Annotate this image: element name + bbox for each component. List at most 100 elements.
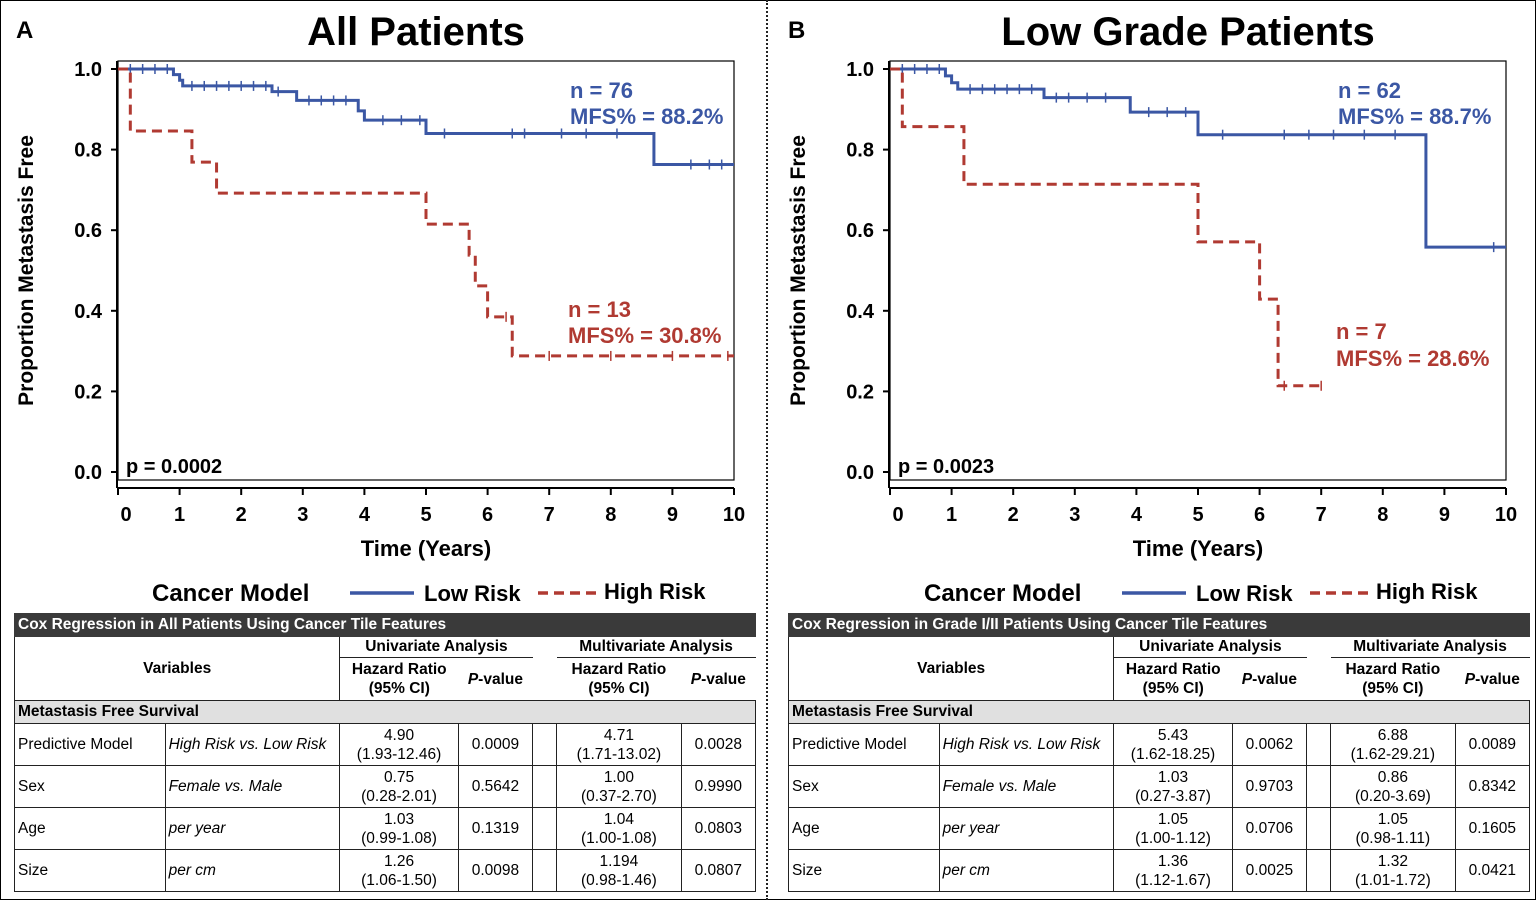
hazard-ratio: 4.71: [603, 726, 634, 744]
confidence-interval: (0.98-1.46): [580, 871, 657, 889]
hazard-ratio: 1.05: [1157, 810, 1189, 828]
uni-hr-cell: 0.75 (0.28-2.01): [339, 765, 459, 808]
hazard-ratio: 5.43: [1157, 726, 1189, 744]
x-tick-label: 6: [482, 504, 493, 526]
table-rows: Predictive Model High Risk vs. Low Risk 4.…: [14, 723, 757, 892]
confidence-interval: (0.28-2.01): [361, 787, 437, 805]
hazard-ratio: 1.05: [1377, 810, 1408, 828]
x-tick-label: 9: [667, 504, 678, 526]
table-row: Age per year 1.03 (0.99-1.08) 0.1319 1.04 (1.0…: [14, 807, 757, 850]
table-row: Age per year 1.05 (1.00-1.12) 0.0706 1.05 (0.9…: [788, 807, 1531, 850]
legend-high-risk-label: High Risk: [1376, 579, 1478, 604]
low-risk-n-label: n = 62: [1338, 78, 1401, 103]
comparison-cell: per cm: [164, 849, 341, 892]
hazard-ratio: 1.32: [1377, 852, 1408, 870]
variable-cell: Size: [14, 849, 166, 892]
spacer-cell: [532, 723, 558, 766]
high-risk-curve: [890, 67, 1322, 388]
x-axis-label: Time (Years): [1133, 536, 1263, 561]
legend-low-risk-label: Low Risk: [424, 581, 521, 606]
multi-hr-cell: 1.32 (1.01-1.72): [1330, 849, 1456, 892]
high-risk-n-label: n = 13: [568, 297, 631, 322]
confidence-interval: (1.12-1.67): [1135, 871, 1211, 889]
x-tick-label: 2: [1008, 504, 1019, 526]
x-tick-label: 10: [723, 504, 745, 526]
comparison-cell: per year: [164, 807, 341, 850]
univariate-header: Univariate Analysis: [339, 636, 533, 658]
table-title: Cox Regression in Grade I/II Patients Us…: [788, 613, 1530, 637]
x-tick-label: 1: [174, 504, 185, 526]
x-tick-label: 0: [120, 504, 131, 526]
y-tick-label: 0.2: [74, 381, 102, 403]
uni-hr-header: Hazard Ratio (95% CI): [351, 661, 447, 697]
y-tick-label: 0.2: [846, 381, 874, 403]
panel-label: A: [16, 17, 33, 44]
confidence-interval: (1.00-1.12): [1135, 829, 1211, 847]
multi-hr-cell: 4.71 (1.71-13.02): [556, 723, 682, 766]
multi-p-cell: 0.0803: [680, 807, 757, 850]
variable-cell: Age: [14, 807, 166, 850]
uni-hr-cell: 1.36 (1.12-1.67): [1113, 849, 1233, 892]
uni-p-header: P-value: [467, 670, 523, 688]
km-chart-b: B Low Grade Patients 0.0 0.2 0.4 0.6 0.8 1.0 0 1 2…: [787, 10, 1517, 607]
hazard-ratio: 1.194: [599, 852, 639, 870]
multi-p-cell: 0.0807: [680, 849, 757, 892]
x-tick-label: 8: [605, 504, 616, 526]
hazard-ratio: 0.75: [383, 768, 415, 786]
uni-p-cell: 0.0025: [1231, 849, 1308, 892]
legend-title: Cancer Model: [152, 580, 309, 607]
chart-title: All Patients: [307, 10, 525, 54]
multi-hr-cell: 0.86 (0.20-3.69): [1330, 765, 1456, 808]
chart-title: Low Grade Patients: [1001, 10, 1374, 54]
spacer-cell: [532, 765, 558, 808]
uni-p-cell: 0.0009: [457, 723, 534, 766]
uni-p-cell: 0.5642: [457, 765, 534, 808]
panel-b: B Low Grade Patients 0.0 0.2 0.4 0.6 0.8 1.0 0 1 2…: [772, 0, 1536, 900]
x-tick-label: 3: [297, 504, 308, 526]
multivariate-header: Multivariate Analysis: [556, 636, 756, 658]
high-risk-mfs-label: MFS% = 28.6%: [1336, 346, 1489, 371]
confidence-interval: (1.06-1.50): [361, 871, 437, 889]
confidence-interval: (0.20-3.69): [1354, 787, 1431, 805]
x-tick-label: 3: [1069, 504, 1080, 526]
x-tick-label: 4: [1131, 504, 1143, 526]
comparison-cell: Female vs. Male: [164, 765, 341, 808]
confidence-interval: (1.71-13.02): [576, 745, 662, 763]
uni-p-cell: 0.9703: [1231, 765, 1308, 808]
section-header: Metastasis Free Survival: [14, 700, 756, 724]
comparison-cell: per cm: [938, 849, 1115, 892]
x-tick-label: 9: [1439, 504, 1450, 526]
uni-hr-cell: 1.26 (1.06-1.50): [339, 849, 459, 892]
low-risk-mfs-label: MFS% = 88.2%: [570, 104, 723, 129]
legend-high-risk-label: High Risk: [604, 579, 706, 604]
uni-hr-cell: 4.90 (1.93-12.46): [339, 723, 459, 766]
variable-cell: Predictive Model: [788, 723, 940, 766]
low-risk-n-label: n = 76: [570, 78, 633, 103]
y-tick-label: 0.0: [74, 462, 102, 484]
variable-cell: Size: [788, 849, 940, 892]
legend-low-risk-label: Low Risk: [1196, 581, 1293, 606]
p-value: p = 0.0023: [898, 456, 994, 478]
uni-p-header: P-value: [1241, 670, 1297, 688]
y-tick-label: 0.8: [846, 140, 874, 162]
confidence-interval: (1.62-18.25): [1130, 745, 1216, 763]
multi-hr-cell: 6.88 (1.62-29.21): [1330, 723, 1456, 766]
variable-cell: Sex: [14, 765, 166, 808]
panel-divider: [766, 0, 768, 900]
uni-hr-header: Hazard Ratio (95% CI): [1125, 661, 1221, 697]
confidence-interval: (0.98-1.11): [1355, 829, 1431, 847]
confidence-interval: (1.62-29.21): [1350, 745, 1436, 763]
y-tick-label: 0.6: [846, 220, 874, 242]
comparison-cell: High Risk vs. Low Risk: [938, 723, 1115, 766]
table-row: Size per cm 1.36 (1.12-1.67) 0.0025 1.32 (1.01…: [788, 849, 1531, 892]
multi-p-cell: 0.1605: [1454, 807, 1531, 850]
multi-hr-cell: 1.04 (1.00-1.08): [556, 807, 682, 850]
hazard-ratio: 1.04: [603, 810, 634, 828]
multi-hr-cell: 1.00 (0.37-2.70): [556, 765, 682, 808]
x-tick-label: 10: [1495, 504, 1517, 526]
low-risk-mfs-label: MFS% = 88.7%: [1338, 104, 1491, 129]
confidence-interval: (1.00-1.08): [580, 829, 657, 847]
table-row: Sex Female vs. Male 0.75 (0.28-2.01) 0.5642 1…: [14, 765, 757, 808]
y-axis-label: Proportion Metastasis Free: [15, 135, 38, 406]
variable-cell: Age: [788, 807, 940, 850]
